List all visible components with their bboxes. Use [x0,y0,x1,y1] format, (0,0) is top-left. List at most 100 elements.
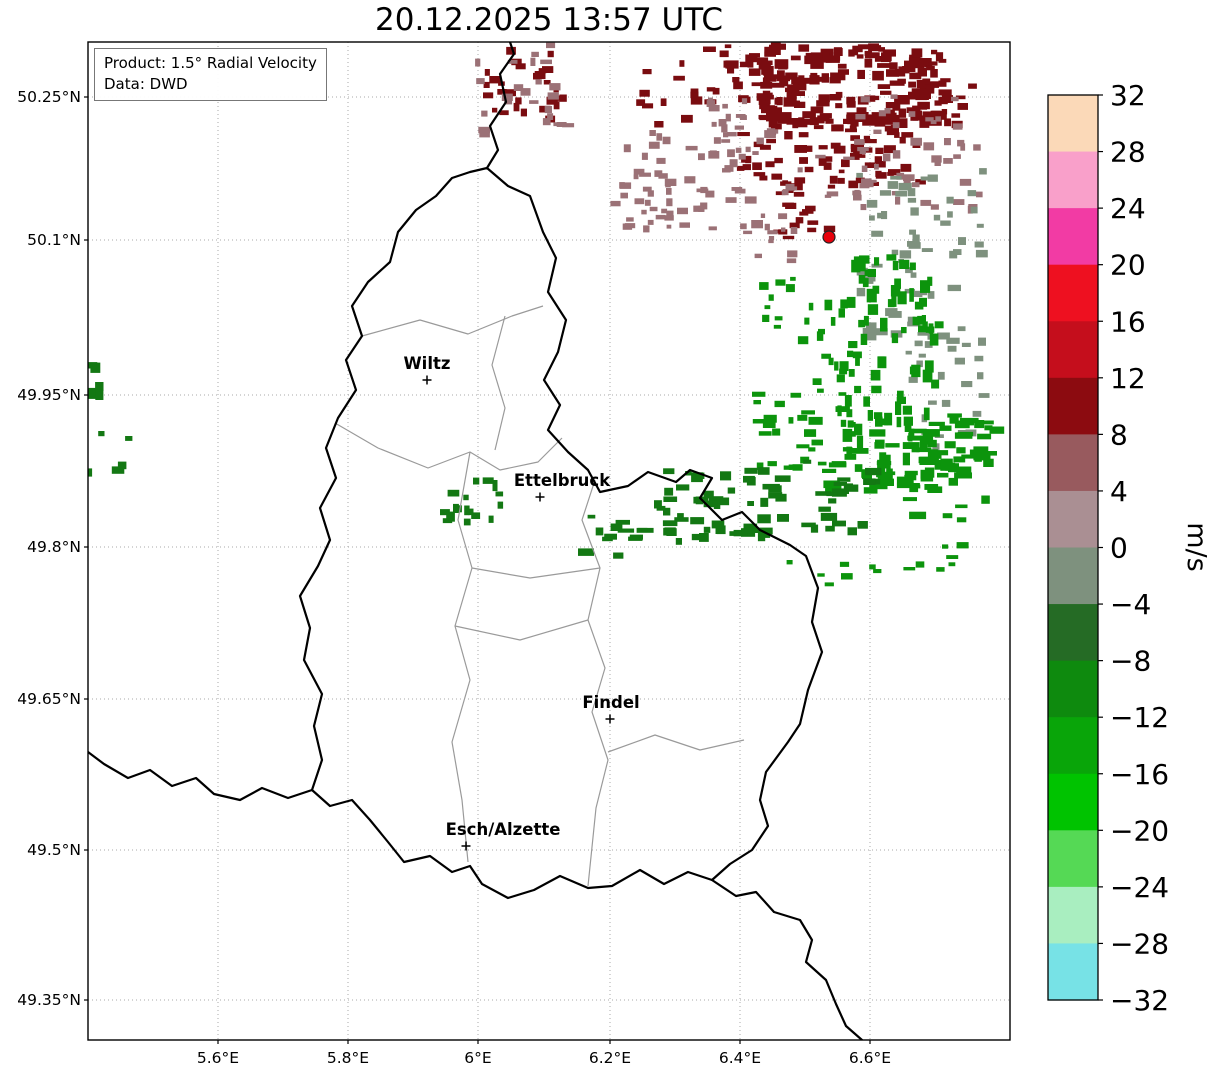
echo-cell [463,518,471,526]
echo-cell [946,196,954,204]
echo-cell [801,118,813,125]
echo-cell [712,87,720,95]
echo-cell [778,213,788,220]
echo-cell [706,87,716,92]
echo-cell [794,177,806,184]
echo-cell [801,410,815,415]
echo-cell [877,212,886,219]
echo-cell [811,439,823,446]
echo-cell [723,132,729,138]
echo-cell [677,207,688,215]
echo-cell [930,204,939,210]
echo-cell [978,420,994,425]
echo-cell [690,517,705,525]
echo-cell [844,453,857,460]
echo-cell [850,152,860,160]
echo-cell [855,114,866,120]
echo-cell [797,167,803,173]
echo-cell [642,186,652,192]
echo-cell [912,234,920,243]
echo-cell [604,533,617,540]
echo-cell [673,75,685,81]
echo-cell [620,192,628,199]
echo-cell [877,459,886,474]
echo-cell [664,215,674,221]
echo-cell [655,214,666,220]
echo-cell [837,63,847,69]
lon-tick-label: 5.8°E [327,1049,369,1067]
echo-cell [792,464,803,471]
echo-cell [742,164,751,171]
colorbar-segment [1048,321,1098,379]
lat-tick-label: 50.25°N [17,88,81,106]
echo-cell [727,487,736,494]
echo-cell [786,560,793,565]
echo-cell [859,263,866,272]
echo-cell [835,103,843,109]
echo-cell [933,214,941,221]
colorbar-segment [1048,264,1098,322]
echo-cell [896,396,906,404]
city-label: Esch/Alzette [446,820,561,839]
echo-cell [902,442,920,449]
echo-cell [838,308,845,318]
echo-cell [977,372,984,380]
belgium-germany-border [485,42,516,170]
echo-cell [703,46,716,52]
echo-cell [471,512,481,519]
echo-cell [787,250,798,258]
echo-cell [914,290,928,296]
echo-cell [911,88,925,97]
echo-cell [95,389,104,400]
echo-cell [940,78,951,83]
echo-cell [747,501,754,506]
echo-cell [910,114,918,121]
echo-cell [938,89,952,96]
echo-cell [874,328,888,336]
echo-cell [894,278,901,289]
echo-cell [908,111,916,117]
echo-cell [662,520,678,527]
echo-cell [828,357,834,366]
echo-cell [914,340,923,347]
echo-cell [946,337,960,344]
echo-cell [960,143,966,151]
echo-cell [911,446,920,453]
echo-cell [974,457,982,462]
echo-cell [925,429,940,437]
echo-cell [953,249,962,255]
echo-cell [919,118,930,128]
echo-cell [798,44,810,52]
echo-cell [721,139,731,143]
echo-cell [741,157,750,163]
lon-tick-label: 6.2°E [589,1049,631,1067]
echo-cell [911,182,920,188]
echo-cell [935,116,941,122]
echo-cell [935,52,944,62]
echo-cell [790,55,801,61]
echo-cell [690,88,699,97]
echo-cell [898,108,907,118]
echo-cell [874,56,887,62]
echo-cell [759,144,771,150]
echo-cell [877,84,891,89]
lat-tick-label: 49.65°N [17,690,81,708]
echo-cell [790,227,798,234]
echo-cell [782,180,788,185]
echo-cell [864,139,877,144]
echo-cell [663,496,678,502]
echo-cell [735,114,746,118]
echo-cell [831,124,844,132]
echo-cell [912,316,920,326]
echo-cell [890,285,901,297]
echo-cell [784,131,793,140]
echo-cell [505,89,516,97]
echo-cell [735,147,742,153]
radar-echoes [88,42,1005,587]
echo-cell [904,60,916,67]
colorbar: 32 28 24 20 16 12 8 4 0 −4 −8 −12 −16 −20 −24 −28 −32 [1047,79,1169,1017]
echo-cell [862,328,875,336]
echo-cell [834,361,839,371]
echo-cell [654,170,663,177]
echo-cell [666,210,674,216]
